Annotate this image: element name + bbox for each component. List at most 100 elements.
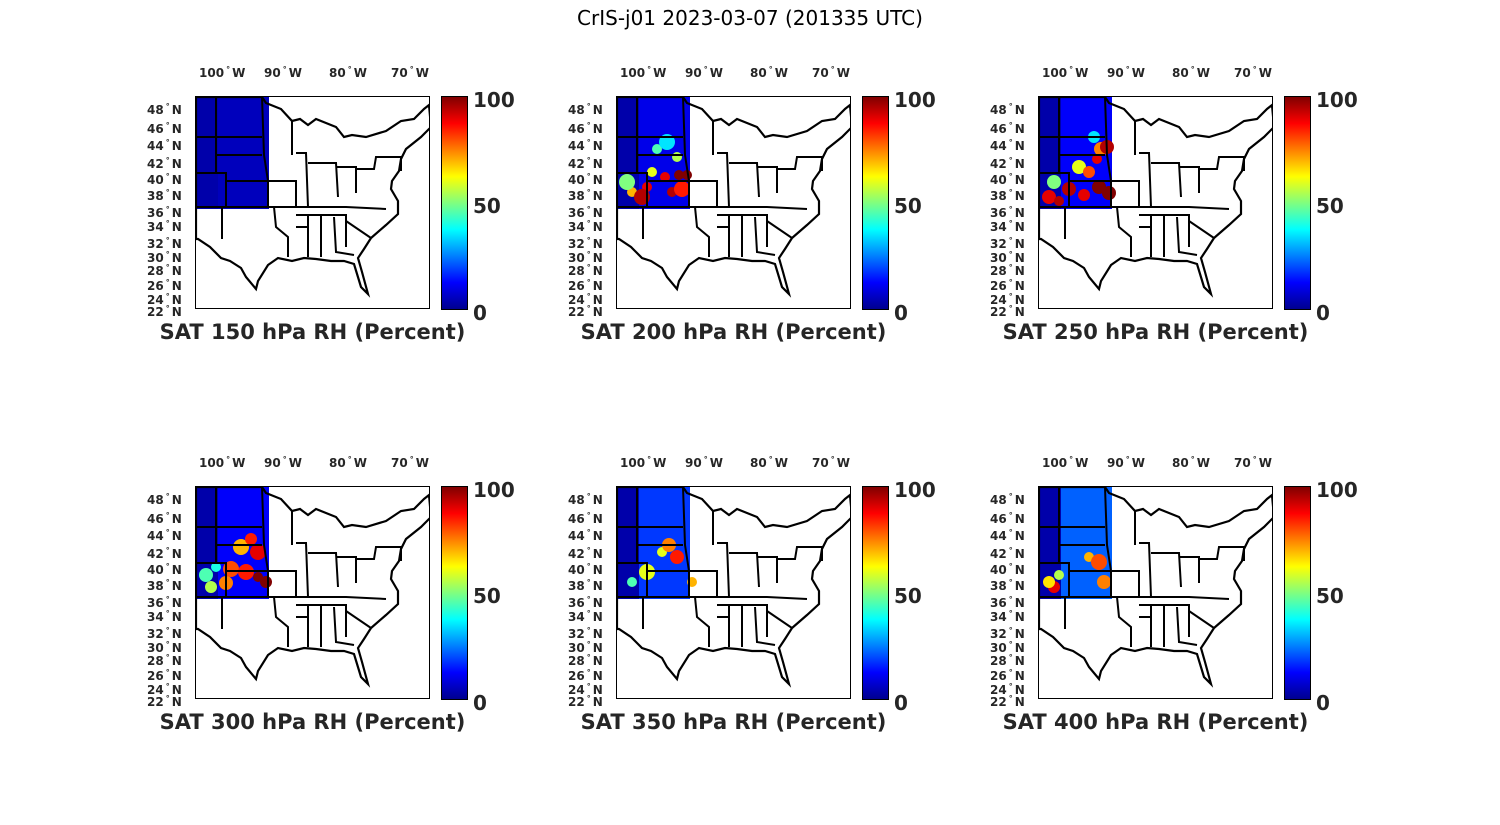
degree-symbol: ° — [1008, 205, 1013, 214]
map-axes — [195, 96, 430, 309]
conus-outline — [1039, 97, 1272, 298]
degree-symbol: ° — [586, 640, 591, 649]
degree-symbol: ° — [586, 626, 591, 635]
lat-value: 40 — [990, 173, 1007, 187]
colorbar — [441, 486, 468, 700]
lat-value: 22 — [147, 305, 164, 319]
degree-symbol: ° — [165, 609, 170, 618]
lat-hemisphere: N — [1014, 206, 1025, 220]
lat-value: 44 — [568, 529, 585, 543]
lat-tick-label: 46 ° N — [147, 510, 182, 525]
lat-tick-label: 48 ° N — [568, 101, 603, 116]
degree-symbol: ° — [1008, 562, 1013, 571]
lat-value: 26 — [990, 669, 1007, 683]
lat-tick-label: 46 ° N — [990, 510, 1025, 525]
lat-tick-label: 34 ° N — [147, 218, 182, 233]
map-panel-250hpa: 100 ° W 90 ° W 80 ° W 70 ° W 48 ° N 46 ° N 44 ° N 42 ° N 40 ° N 38 °… — [983, 60, 1403, 360]
lat-value: 40 — [990, 563, 1007, 577]
lat-hemisphere: N — [171, 279, 182, 293]
lon-hemisphere: W — [836, 66, 850, 80]
degree-symbol: ° — [282, 455, 287, 464]
degree-symbol: ° — [1190, 65, 1195, 74]
degree-symbol: ° — [1008, 511, 1013, 520]
lat-value: 28 — [147, 264, 164, 278]
lat-value: 46 — [147, 512, 164, 526]
state-boundaries — [617, 487, 823, 647]
lon-value: 100 — [1042, 66, 1068, 80]
lat-value: 30 — [147, 251, 164, 265]
lat-hemisphere: N — [592, 610, 603, 624]
lat-tick-label: 48 ° N — [147, 101, 182, 116]
lat-tick-label: 22 ° N — [990, 693, 1025, 708]
lat-value: 24 — [568, 683, 585, 697]
colorbar-tick-label: 50 — [473, 584, 501, 608]
degree-symbol: ° — [1008, 236, 1013, 245]
state-boundaries — [1039, 97, 1245, 257]
lat-tick-label: 38 ° N — [568, 187, 603, 202]
lat-tick-label: 38 ° N — [147, 577, 182, 592]
degree-symbol: ° — [409, 455, 414, 464]
lat-hemisphere: N — [592, 695, 603, 709]
colorbar-tick-label: 50 — [894, 584, 922, 608]
degree-symbol: ° — [165, 546, 170, 555]
lat-value: 38 — [990, 189, 1007, 203]
degree-symbol: ° — [165, 640, 170, 649]
conus-outline — [617, 487, 850, 688]
lat-tick-label: 30 ° N — [147, 249, 182, 264]
lon-value: 90 — [685, 66, 702, 80]
rh-observation-point — [1092, 154, 1102, 164]
degree-symbol: ° — [1008, 219, 1013, 228]
lat-value: 22 — [147, 695, 164, 709]
colorbar-tick-label: 0 — [894, 301, 908, 325]
degree-symbol: ° — [165, 236, 170, 245]
colorbar — [862, 486, 889, 700]
degree-symbol: ° — [165, 682, 170, 691]
lat-hemisphere: N — [1014, 669, 1025, 683]
rh-observation-point — [670, 550, 684, 564]
degree-symbol: ° — [1008, 263, 1013, 272]
lon-value: 80 — [750, 66, 767, 80]
degree-symbol: ° — [586, 263, 591, 272]
lat-tick-label: 36 ° N — [990, 594, 1025, 609]
lat-hemisphere: N — [171, 563, 182, 577]
map-panel-200hpa: 100 ° W 90 ° W 80 ° W 70 ° W 48 ° N 46 ° N 44 ° N 42 ° N 40 ° N 38 °… — [561, 60, 981, 360]
lat-value: 46 — [568, 122, 585, 136]
degree-symbol: ° — [165, 188, 170, 197]
lat-tick-label: 34 ° N — [568, 218, 603, 233]
lat-hemisphere: N — [1014, 139, 1025, 153]
degree-symbol: ° — [586, 682, 591, 691]
lat-value: 26 — [147, 279, 164, 293]
colorbar-tick-label: 100 — [894, 478, 936, 502]
colorbar-tick-label: 100 — [1316, 88, 1358, 112]
lat-hemisphere: N — [592, 279, 603, 293]
lat-value: 34 — [990, 610, 1007, 624]
lat-tick-label: 38 ° N — [568, 577, 603, 592]
degree-symbol: ° — [1008, 492, 1013, 501]
degree-symbol: ° — [586, 492, 591, 501]
map-axes — [616, 96, 851, 309]
degree-symbol: ° — [165, 528, 170, 537]
rh-observation-point — [1042, 190, 1056, 204]
degree-symbol: ° — [1252, 455, 1257, 464]
lat-value: 28 — [147, 654, 164, 668]
rh-observation-point — [205, 581, 217, 593]
degree-symbol: ° — [1008, 668, 1013, 677]
lat-hemisphere: N — [171, 512, 182, 526]
lat-value: 36 — [568, 596, 585, 610]
lon-value: 80 — [329, 66, 346, 80]
colorbar — [862, 96, 889, 310]
lat-hemisphere: N — [1014, 493, 1025, 507]
rh-swath-low — [196, 97, 218, 209]
rh-observation-point — [245, 533, 257, 545]
degree-symbol: ° — [165, 562, 170, 571]
conus-outline — [617, 97, 850, 298]
lon-value: 90 — [264, 456, 281, 470]
lon-value: 70 — [812, 66, 829, 80]
lat-value: 24 — [568, 293, 585, 307]
lat-tick-label: 30 ° N — [147, 639, 182, 654]
map-axes — [1038, 486, 1273, 699]
lat-value: 38 — [147, 189, 164, 203]
lat-tick-label: 40 ° N — [147, 171, 182, 186]
degree-symbol: ° — [1125, 65, 1130, 74]
lat-tick-label: 24 ° N — [147, 681, 182, 696]
